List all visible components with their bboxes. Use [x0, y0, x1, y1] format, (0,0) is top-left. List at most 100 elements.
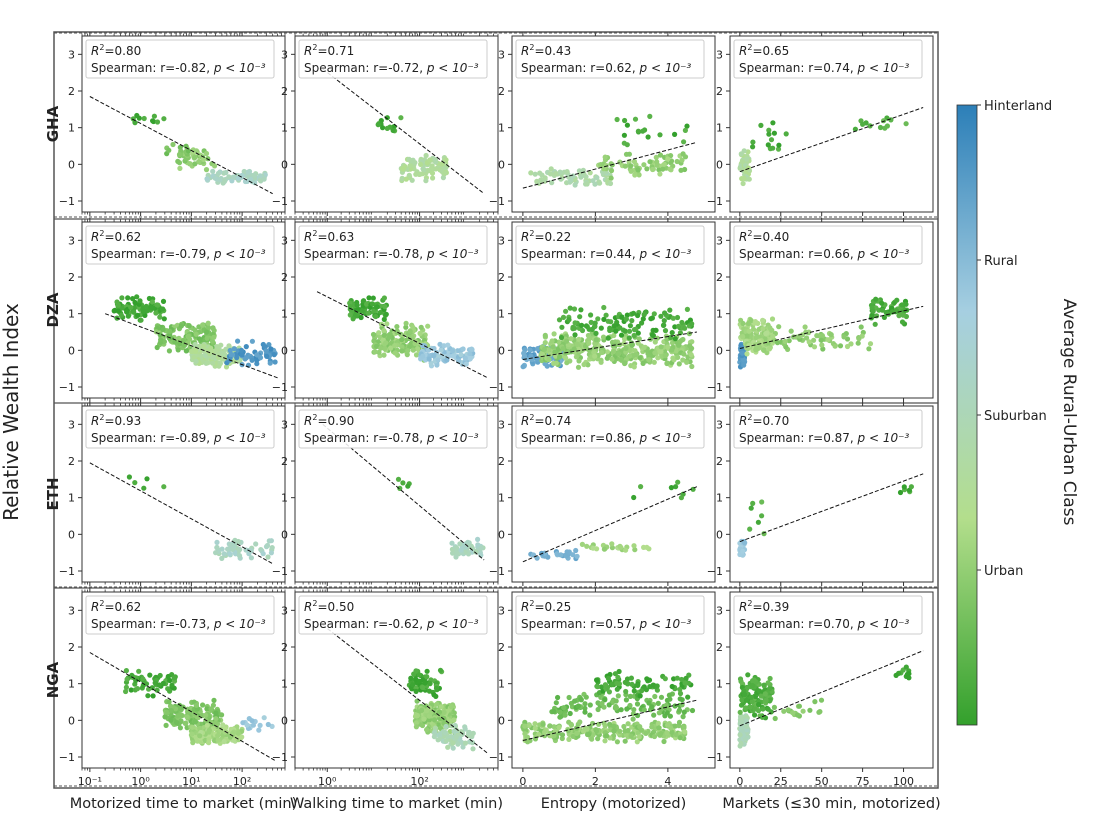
data-point [631, 707, 637, 713]
data-point [126, 474, 132, 480]
data-point [403, 320, 409, 326]
data-point [557, 714, 563, 720]
data-point [600, 334, 607, 340]
data-point [570, 552, 576, 558]
data-point [765, 142, 771, 148]
data-point [527, 347, 533, 353]
stats-box [298, 225, 488, 265]
data-point [639, 320, 645, 326]
data-point [566, 694, 572, 701]
data-point [603, 312, 609, 318]
colorbar: Hinterland Rural Suburban Urban [956, 99, 1052, 726]
data-point [617, 728, 623, 734]
data-point [549, 180, 555, 186]
data-point [261, 715, 267, 721]
data-point [684, 306, 691, 312]
data-point [156, 682, 162, 688]
data-point [196, 159, 202, 165]
data-point [675, 323, 682, 329]
data-point [648, 316, 654, 322]
regression-line [739, 305, 924, 349]
data-point [766, 686, 773, 692]
data-point [612, 671, 619, 677]
data-point [781, 708, 787, 714]
data-point [191, 155, 197, 161]
data-point [522, 353, 528, 360]
data-point [547, 723, 553, 729]
data-point [193, 148, 200, 154]
r-squared-label: R2=0.93 [91, 413, 141, 428]
point-layer [347, 295, 476, 369]
data-point [741, 148, 747, 154]
data-point [625, 727, 631, 734]
data-point [449, 540, 455, 546]
data-point [234, 355, 240, 361]
data-point [651, 311, 657, 317]
stats-box [298, 409, 488, 449]
data-point [124, 309, 130, 315]
data-point [399, 344, 405, 350]
y-tick-label: 3 [281, 604, 288, 617]
data-point [811, 344, 818, 350]
data-point [166, 147, 172, 153]
data-point [244, 722, 250, 728]
data-point [772, 715, 778, 722]
data-point [575, 364, 582, 370]
data-point [770, 120, 776, 126]
data-point [745, 672, 751, 678]
point-layer [395, 476, 486, 560]
data-point [227, 551, 233, 557]
data-point [641, 544, 647, 551]
data-point [609, 541, 615, 547]
data-point [438, 704, 444, 710]
data-point [623, 688, 629, 695]
data-point [453, 545, 460, 551]
panel-nga-4: −1 0 1 2 3 0 25 50 75 100 R2=0.39 Spearman: r=0.70,… [707, 588, 934, 788]
data-point [132, 120, 138, 126]
data-point [795, 712, 801, 718]
y-tick-label: 3 [498, 604, 505, 617]
data-point [182, 720, 188, 727]
data-point [252, 180, 258, 186]
data-point [653, 327, 659, 333]
data-point [564, 360, 570, 366]
y-tick-label: 0 [498, 344, 505, 357]
data-point [760, 706, 766, 712]
data-point [776, 142, 782, 148]
data-point [893, 672, 899, 679]
data-point [747, 704, 753, 710]
data-point [676, 361, 682, 367]
data-point [192, 161, 198, 167]
data-point [429, 163, 435, 169]
data-point [647, 159, 653, 165]
data-point [679, 157, 685, 163]
data-point [416, 672, 422, 678]
data-point [382, 304, 388, 310]
data-point [460, 744, 466, 750]
data-point [683, 675, 689, 682]
data-point [899, 319, 906, 325]
data-point [595, 316, 601, 322]
data-point [623, 547, 629, 553]
data-point [457, 541, 463, 547]
x-axis-label: Markets (≤30 min, motorized) [722, 796, 940, 812]
y-tick-label: 0 [498, 158, 505, 171]
r-squared-label: R2=0.63 [304, 229, 354, 244]
data-point [590, 545, 596, 551]
data-point [165, 673, 171, 680]
data-point [675, 479, 681, 485]
data-point [615, 693, 621, 699]
data-point [433, 166, 439, 172]
x-axis-label: Walking time to market (min) [290, 796, 503, 812]
data-point [689, 321, 695, 327]
data-point [143, 303, 149, 309]
data-point [427, 681, 433, 687]
data-point [657, 152, 664, 158]
data-point [613, 698, 619, 704]
data-point [387, 331, 393, 337]
y-tick-label: 2 [498, 641, 505, 654]
data-point [737, 709, 743, 715]
y-tick-label: 3 [498, 234, 505, 247]
x-axis-label: Entropy (motorized) [541, 796, 687, 812]
y-tick-label: 2 [716, 271, 723, 284]
